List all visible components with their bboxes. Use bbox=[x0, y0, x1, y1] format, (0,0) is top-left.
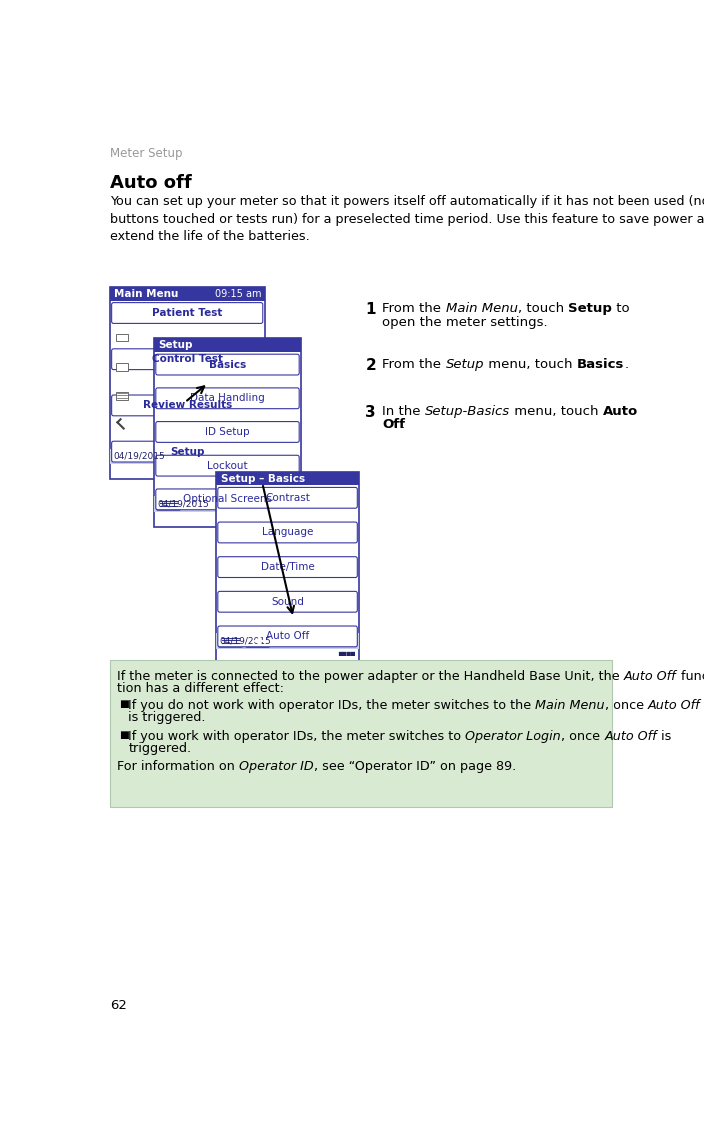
Text: tion has a different effect:: tion has a different effect: bbox=[118, 682, 284, 695]
FancyBboxPatch shape bbox=[219, 634, 242, 647]
Text: Lockout: Lockout bbox=[207, 460, 248, 470]
Text: Main Menu: Main Menu bbox=[114, 289, 179, 298]
Text: Auto Off: Auto Off bbox=[266, 631, 309, 641]
FancyBboxPatch shape bbox=[116, 392, 128, 400]
Text: 3: 3 bbox=[365, 404, 376, 419]
FancyBboxPatch shape bbox=[216, 472, 359, 485]
FancyBboxPatch shape bbox=[156, 421, 299, 442]
Text: Meter Setup: Meter Setup bbox=[110, 147, 182, 161]
Text: Auto Off: Auto Off bbox=[624, 670, 677, 682]
FancyBboxPatch shape bbox=[218, 557, 358, 577]
Text: Control Test: Control Test bbox=[151, 354, 222, 364]
FancyBboxPatch shape bbox=[246, 634, 270, 647]
Text: menu, touch: menu, touch bbox=[484, 359, 577, 371]
Text: 04/19/2015: 04/19/2015 bbox=[158, 500, 210, 508]
FancyBboxPatch shape bbox=[112, 349, 263, 369]
FancyBboxPatch shape bbox=[218, 626, 358, 647]
Text: Setup-Basics: Setup-Basics bbox=[425, 404, 510, 418]
Text: ▀▀▀▀: ▀▀▀▀ bbox=[339, 654, 356, 659]
Text: Setup: Setup bbox=[158, 341, 193, 351]
Text: , once: , once bbox=[561, 730, 604, 743]
Text: Auto Off: Auto Off bbox=[648, 699, 700, 712]
Text: ID Setup: ID Setup bbox=[205, 427, 250, 437]
Text: open the meter settings.: open the meter settings. bbox=[382, 317, 548, 329]
Text: is triggered.: is triggered. bbox=[128, 711, 206, 724]
Text: Contrast: Contrast bbox=[265, 493, 310, 502]
Text: 2: 2 bbox=[365, 359, 376, 374]
Text: If you do not work with operator IDs, the meter switches to the: If you do not work with operator IDs, th… bbox=[128, 699, 536, 712]
FancyBboxPatch shape bbox=[112, 441, 263, 462]
Text: 09:15 am: 09:15 am bbox=[215, 289, 262, 298]
Text: .: . bbox=[624, 359, 629, 371]
Text: Setup: Setup bbox=[446, 359, 484, 371]
Text: Main Menu: Main Menu bbox=[446, 302, 517, 316]
FancyBboxPatch shape bbox=[156, 388, 299, 409]
FancyBboxPatch shape bbox=[216, 633, 359, 649]
FancyBboxPatch shape bbox=[110, 661, 612, 806]
FancyBboxPatch shape bbox=[218, 487, 358, 508]
Text: Data Handling: Data Handling bbox=[190, 393, 265, 403]
FancyBboxPatch shape bbox=[157, 498, 180, 510]
Text: Review Results: Review Results bbox=[143, 401, 232, 410]
Text: Language: Language bbox=[262, 527, 313, 538]
Text: Date/Time: Date/Time bbox=[260, 563, 315, 572]
Text: Setup: Setup bbox=[568, 302, 612, 316]
Text: For information on: For information on bbox=[118, 761, 239, 773]
Text: .: . bbox=[401, 418, 406, 432]
Text: If the meter is connected to the power adapter or the Handheld Base Unit, the: If the meter is connected to the power a… bbox=[118, 670, 624, 682]
Text: Operator Login: Operator Login bbox=[465, 730, 561, 743]
FancyBboxPatch shape bbox=[110, 449, 265, 464]
FancyBboxPatch shape bbox=[116, 334, 128, 342]
Text: Sound: Sound bbox=[271, 597, 304, 607]
Text: 62: 62 bbox=[110, 999, 127, 1013]
Text: Auto off: Auto off bbox=[110, 173, 191, 191]
Text: ■: ■ bbox=[119, 699, 129, 708]
Text: Basics: Basics bbox=[577, 359, 624, 371]
Text: triggered.: triggered. bbox=[128, 741, 191, 755]
Text: You can set up your meter so that it powers itself off automatically if it has n: You can set up your meter so that it pow… bbox=[110, 195, 704, 244]
FancyBboxPatch shape bbox=[112, 395, 263, 416]
Text: 04/19/2015: 04/19/2015 bbox=[220, 637, 272, 646]
Text: From the: From the bbox=[382, 359, 446, 371]
FancyBboxPatch shape bbox=[154, 338, 301, 527]
FancyBboxPatch shape bbox=[156, 354, 299, 375]
FancyBboxPatch shape bbox=[154, 497, 301, 511]
Text: ■: ■ bbox=[119, 730, 129, 739]
Text: Basics: Basics bbox=[209, 360, 246, 369]
Text: to: to bbox=[612, 302, 629, 316]
FancyBboxPatch shape bbox=[156, 456, 299, 476]
Text: Auto Off: Auto Off bbox=[604, 730, 657, 743]
Text: From the: From the bbox=[382, 302, 446, 316]
Text: Setup: Setup bbox=[170, 446, 204, 457]
FancyBboxPatch shape bbox=[218, 522, 358, 543]
Text: , once: , once bbox=[605, 699, 648, 712]
FancyBboxPatch shape bbox=[340, 638, 354, 645]
Text: 1: 1 bbox=[365, 302, 376, 318]
FancyBboxPatch shape bbox=[216, 472, 359, 664]
Text: is: is bbox=[657, 730, 671, 743]
FancyBboxPatch shape bbox=[156, 489, 299, 510]
Text: In the: In the bbox=[382, 404, 425, 418]
Text: menu, touch: menu, touch bbox=[510, 404, 603, 418]
Text: Setup – Basics: Setup – Basics bbox=[220, 474, 305, 484]
Text: 04/19/2015: 04/19/2015 bbox=[113, 452, 165, 461]
FancyBboxPatch shape bbox=[154, 338, 301, 352]
Text: , see “Operator ID” on page 89.: , see “Operator ID” on page 89. bbox=[314, 761, 516, 773]
Text: Patient Test: Patient Test bbox=[152, 308, 222, 318]
Text: If you work with operator IDs, the meter switches to: If you work with operator IDs, the meter… bbox=[128, 730, 465, 743]
Text: Optional Screens: Optional Screens bbox=[183, 494, 272, 505]
FancyBboxPatch shape bbox=[112, 303, 263, 323]
Text: Off: Off bbox=[382, 418, 406, 432]
Text: , touch: , touch bbox=[517, 302, 568, 316]
Text: Auto: Auto bbox=[603, 404, 639, 418]
FancyBboxPatch shape bbox=[110, 287, 265, 301]
Text: Main Menu: Main Menu bbox=[536, 699, 605, 712]
FancyBboxPatch shape bbox=[218, 591, 358, 612]
FancyBboxPatch shape bbox=[116, 363, 128, 371]
FancyBboxPatch shape bbox=[110, 287, 265, 480]
Text: func-: func- bbox=[677, 670, 704, 682]
Text: Operator ID: Operator ID bbox=[239, 761, 314, 773]
